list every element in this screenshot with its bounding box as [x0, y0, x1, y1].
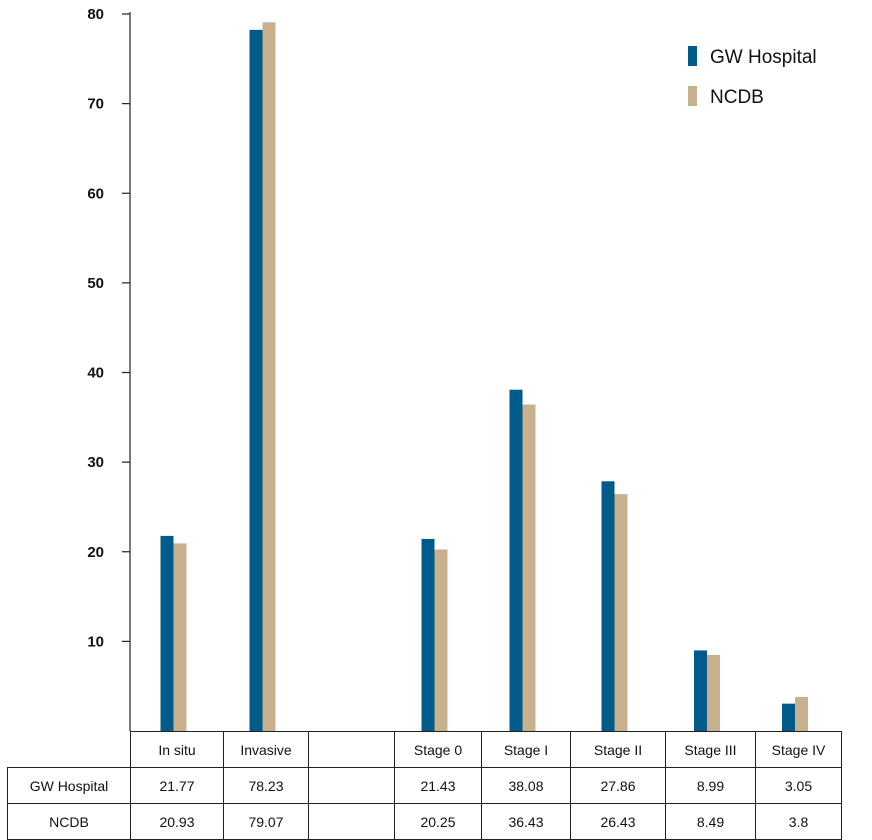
legend-label: NCDB	[710, 87, 764, 108]
bar-ncdb	[173, 543, 187, 731]
y-axis: 10 20 30 40 50 60 70 80	[87, 6, 131, 731]
y-tick-label: 30	[87, 454, 104, 471]
table-cell: 26.43	[570, 803, 666, 840]
table-row: GW Hospital 21.77 78.23 21.43 38.08 27.8…	[7, 767, 842, 804]
table-cell: 27.86	[570, 767, 666, 804]
table-cell: 78.23	[223, 767, 309, 804]
category-header: Stage IV	[755, 731, 842, 768]
category-header: Invasive	[223, 731, 309, 768]
table-cell: 20.93	[130, 803, 224, 840]
table-cell: 20.25	[394, 803, 482, 840]
y-tick-label: 20	[87, 544, 104, 561]
table-cell: 79.07	[223, 803, 309, 840]
bar-ncdb	[522, 404, 536, 731]
bar-gw-hospital	[160, 535, 174, 731]
y-tick-label: 70	[87, 96, 104, 113]
category-header	[308, 731, 395, 768]
y-tick-label: 60	[87, 185, 104, 202]
table-corner	[8, 732, 131, 768]
table-cell	[308, 767, 395, 804]
y-tick-label: 50	[87, 275, 104, 292]
table-cell: 3.8	[755, 803, 842, 840]
table-cell: 8.49	[665, 803, 756, 840]
y-tick-label: 10	[87, 633, 104, 650]
bar-ncdb	[707, 654, 720, 731]
data-table: In situ Invasive Stage 0 Stage I Stage I…	[7, 731, 842, 840]
table-cell: 3.05	[755, 767, 842, 804]
category-header: Stage I	[481, 731, 571, 768]
y-tick-label: 40	[87, 365, 104, 382]
bar-gw-hospital	[421, 538, 435, 731]
table-header-row: In situ Invasive Stage 0 Stage I Stage I…	[8, 731, 842, 768]
bars	[160, 22, 808, 731]
table-cell: 21.77	[130, 767, 224, 804]
table-cell: 21.43	[394, 767, 482, 804]
table-cell	[308, 803, 395, 840]
bar-ncdb	[262, 22, 276, 731]
bar-ncdb	[614, 494, 628, 731]
bar-gw-hospital	[694, 650, 707, 731]
bar-gw-hospital	[601, 481, 615, 731]
table-row: NCDB 20.93 79.07 20.25 36.43 26.43 8.49 …	[7, 803, 842, 840]
row-label: GW Hospital	[7, 767, 131, 804]
bar-gw-hospital	[509, 389, 523, 731]
category-header: Stage III	[665, 731, 756, 768]
category-header: In situ	[130, 731, 224, 768]
bar-chart: 10 20 30 40 50 60 70 80 GW Hospital NCDB	[87, 6, 817, 731]
table-cell: 36.43	[481, 803, 571, 840]
legend-swatch	[688, 46, 697, 66]
bar-ncdb	[434, 549, 448, 731]
table-cell: 38.08	[481, 767, 571, 804]
bar-ncdb	[795, 696, 808, 731]
legend: GW Hospital NCDB	[688, 46, 817, 108]
category-header: Stage II	[570, 731, 666, 768]
bar-gw-hospital	[249, 29, 263, 731]
legend-swatch	[688, 86, 697, 106]
table-cell: 8.99	[665, 767, 756, 804]
row-label: NCDB	[7, 803, 131, 840]
bar-gw-hospital	[782, 703, 795, 731]
category-header: Stage 0	[394, 731, 482, 768]
legend-label: GW Hospital	[710, 47, 817, 68]
y-tick-label: 80	[87, 6, 104, 23]
